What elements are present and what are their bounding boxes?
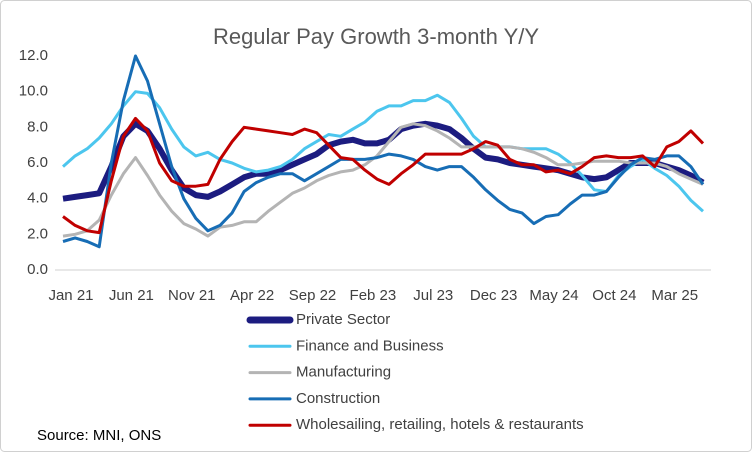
x-tick-label: Jun 21 — [109, 287, 154, 304]
x-tick-label: Feb 23 — [350, 287, 397, 304]
x-tick-label: Apr 22 — [230, 287, 274, 304]
series-line — [62, 122, 704, 238]
x-tick-label: Jan 21 — [48, 287, 93, 304]
legend-label: Finance and Business — [296, 337, 444, 354]
series-line — [62, 90, 704, 213]
y-tick-label: 4.0 — [27, 190, 48, 207]
legend-label: Wholesailing, retailing, hotels & restau… — [296, 416, 584, 433]
x-tick-label: May 24 — [529, 287, 578, 304]
y-tick-label: 2.0 — [27, 225, 48, 242]
series-line — [62, 116, 705, 235]
y-tick-label: 12.0 — [19, 47, 48, 64]
x-tick-label: Nov 21 — [168, 287, 216, 304]
x-tick-label: Oct 24 — [592, 287, 636, 304]
chart-title: Regular Pay Growth 3-month Y/Y — [213, 24, 539, 49]
x-tick-label: Dec 23 — [470, 287, 518, 304]
x-tick-label: Sep 22 — [289, 287, 337, 304]
series-line — [62, 120, 705, 202]
series-line — [62, 54, 705, 249]
y-tick-label: 10.0 — [19, 83, 48, 100]
x-tick-label: Mar 25 — [651, 287, 698, 304]
legend-label: Manufacturing — [296, 364, 391, 381]
y-tick-label: 8.0 — [27, 118, 48, 135]
source: Source: MNI, ONS — [37, 427, 161, 444]
legend-label: Construction — [296, 390, 380, 407]
x-tick-label: Jul 23 — [413, 287, 453, 304]
legend-label: Private Sector — [296, 311, 390, 328]
y-tick-label: 6.0 — [27, 154, 48, 171]
y-tick-label: 0.0 — [27, 261, 48, 278]
